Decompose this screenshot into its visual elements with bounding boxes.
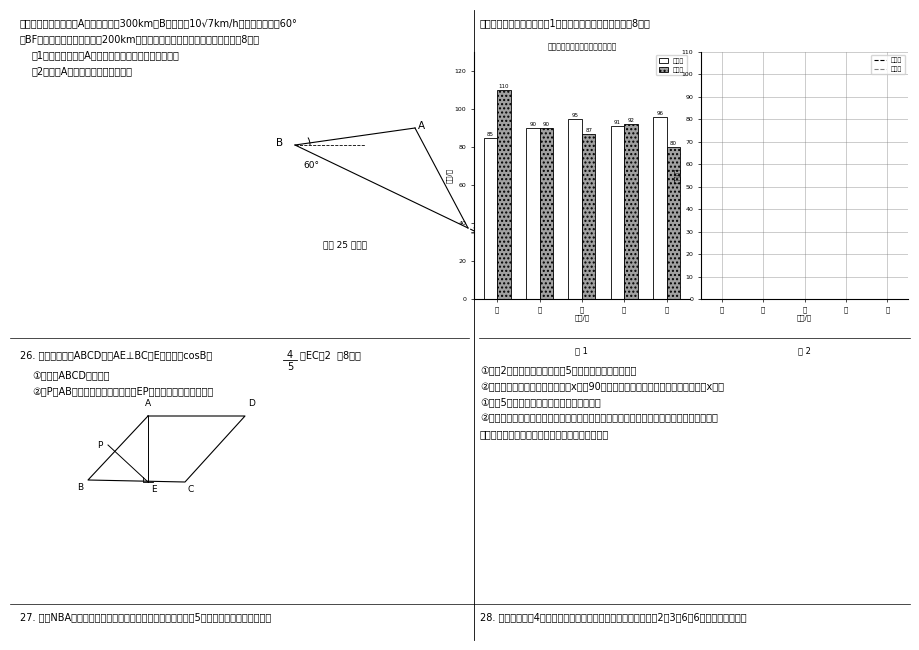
Bar [539,128,552,299]
Text: ②若P是AB边上的一个动点，则线段EP的长度的最小值是多少？: ②若P是AB边上的一个动点，则线段EP的长度的最小值是多少？ [32,386,213,396]
Text: ②根据上述统计情况，试从平均得分、折线的走势、获胜场次和极差四个方面分别进行简要: ②根据上述统计情况，试从平均得分、折线的走势、获胜场次和极差四个方面分别进行简要 [480,413,717,423]
Text: 28. 王磊、张华用4个乒乓球做游戏，这些乒乓球上分别标有数字2，3，6，6（乒乓球的形状，: 28. 王磊、张华用4个乒乓球做游戏，这些乒乓球上分别标有数字2，3，6，6（乒… [480,612,746,622]
Text: （1）通过计算说明A市必然会受到这次沙尘暴的影响；: （1）通过计算说明A市必然会受到这次沙尘暴的影响； [32,50,180,60]
X-axis label: 场次/场: 场次/场 [796,315,811,321]
Text: 图 2: 图 2 [798,346,810,356]
Bar [652,116,666,299]
Bar [526,128,539,299]
Text: B: B [276,138,283,148]
Text: D: D [248,399,255,408]
Text: 92: 92 [627,118,634,124]
Text: F: F [484,229,490,239]
Text: 110: 110 [498,84,508,89]
Text: 96: 96 [655,111,663,116]
Text: ①在图2中画出折线表示两队这5场比赛成绩的变化情况；: ①在图2中画出折线表示两队这5场比赛成绩的变化情况； [480,365,636,375]
Text: 4: 4 [287,350,293,360]
Text: 60°: 60° [302,161,319,170]
Text: ①就这5场比赛，分别计算两队成绩的极差；: ①就这5场比赛，分别计算两队成绩的极差； [480,397,600,407]
Text: 5: 5 [287,362,293,372]
Text: C: C [187,485,194,494]
Bar [496,90,510,299]
Y-axis label: 得分/分: 得分/分 [673,168,680,183]
Text: 27. 美国NBA职业篮球赛的火箭队和湖人队在本赛季已进行了5场比赛，将比赛成绩进行统: 27. 美国NBA职业篮球赛的火箭队和湖人队在本赛季已进行了5场比赛，将比赛成绩… [20,612,271,622]
Text: 87: 87 [584,128,592,133]
Text: 80: 80 [669,141,676,146]
Y-axis label: 得分/分: 得分/分 [446,168,452,183]
X-axis label: 场次/场: 场次/场 [573,315,589,321]
Text: ②已知火箭队五场比赛的平均得分x火＝90请你计算湖人队五场比赛成绩的平均得分x湖；: ②已知火箭队五场比赛的平均得分x火＝90请你计算湖人队五场比赛成绩的平均得分x湖… [480,381,723,391]
Legend: 火箭队, 湖人队: 火箭队, 湖人队 [655,55,686,75]
Legend: 火箭队, 湖人队: 火箭队, 湖人队 [870,55,904,75]
Bar [666,147,679,299]
Bar [581,134,595,299]
Text: 的BF方向移动。距沙尘暴中心200km的范围内是受沙尘暴严重影响的区域。（8分）: 的BF方向移动。距沙尘暴中心200km的范围内是受沙尘暴严重影响的区域。（8分） [20,34,260,44]
Bar [624,124,637,299]
Text: ，EC＝2  （8分）: ，EC＝2 （8分） [300,350,360,360]
Text: 85: 85 [486,131,494,136]
Text: A: A [145,399,151,408]
Text: 90: 90 [528,122,536,127]
Text: 26. 如图，在菱形ABCD中，AE⊥BC，E为垂足，cosB＝: 26. 如图，在菱形ABCD中，AE⊥BC，E为垂足，cosB＝ [20,350,212,360]
Text: E: E [151,485,156,494]
Text: P: P [97,441,103,450]
Text: 95: 95 [571,112,578,118]
Text: 90: 90 [542,122,550,127]
Text: 91: 91 [613,120,620,125]
Text: 象局测得沙尘暴中心在A市的正西方向300km的B处，正以10√7km/h的速度向南偏东60°: 象局测得沙尘暴中心在A市的正西方向300km的B处，正以10√7km/h的速度向… [20,18,298,28]
Text: 分析，请预测下一场比赛哪个队更能取得好成绩？: 分析，请预测下一场比赛哪个队更能取得好成绩？ [480,429,608,439]
Bar [610,126,624,299]
Text: ①求菱形ABCD的边长。: ①求菱形ABCD的边长。 [32,370,109,380]
Text: 图 1: 图 1 [575,346,587,356]
Text: 计后，绘制成统计图（如图1），请完成以下四个问题：（8分）: 计后，绘制成统计图（如图1），请完成以下四个问题：（8分） [480,18,650,28]
Text: （2）计算A市受沙尘暴影响的时间。: （2）计算A市受沙尘暴影响的时间。 [32,66,133,76]
Bar [568,118,581,299]
Bar [483,138,496,299]
Text: B: B [77,483,83,492]
Title: 火箭、湖人队比赛成绩条形统计图: 火箭、湖人队比赛成绩条形统计图 [547,42,616,51]
Text: A: A [417,121,425,131]
Text: （第 25 题图）: （第 25 题图） [323,240,367,249]
